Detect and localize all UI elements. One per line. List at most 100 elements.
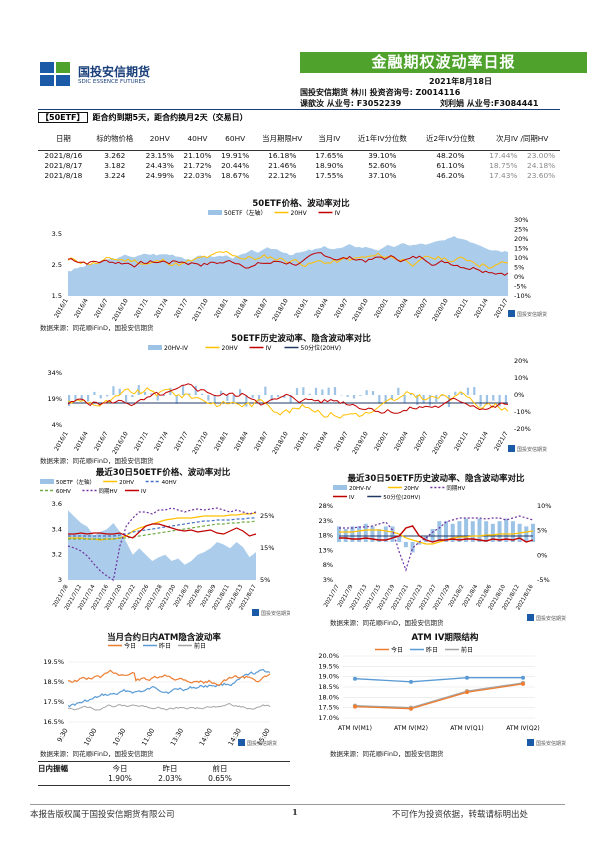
analyst-line-1: 国投安信期货 林川 投资咨询号: Z0014116 — [300, 88, 461, 97]
chart2-diff-bar — [238, 389, 242, 395]
chart1-x-tick: 2020/10 — [431, 297, 450, 322]
chart4-diff-bar — [397, 536, 402, 542]
chart2-y-right: -20% — [514, 425, 531, 433]
section-header: 【50ETF】 距合约到期5天，距合约换月2天（交易日） — [38, 112, 248, 123]
table-header-8: 近2年IV分位数 — [416, 128, 485, 151]
chart4-diff-bar — [464, 518, 469, 542]
chart1-x-tick: 2016/7 — [93, 297, 110, 319]
chart1-x-tick: 2020/4 — [393, 297, 410, 319]
chart2-diff-bar — [371, 391, 375, 395]
chart6-point — [409, 706, 413, 711]
chart2-y-right: 10% — [514, 374, 528, 382]
chart2-diff-bar — [251, 395, 254, 398]
table-cell: 3.262 — [104, 150, 126, 160]
chart4-diff-bar — [484, 521, 489, 542]
chart3-same-hv-line — [67, 507, 257, 581]
chart1-y-right: -10% — [514, 292, 531, 300]
chart6-y: 20.0% — [318, 652, 339, 660]
table-body: 2021/8/16 3.262 23.15% 21.10% 19.91% 16.18% 17… — [38, 150, 560, 180]
chart1-y-left: 3.5 — [52, 230, 62, 238]
chart5-x-tick: 10:00 — [82, 727, 98, 747]
chart1-y-right: 0% — [514, 273, 524, 281]
chart5-legend-label: 今日 — [124, 642, 136, 650]
table-cell: 20.44% — [221, 160, 250, 170]
chart5-x-tick: 11:00 — [140, 727, 156, 747]
chart2-diff-bar — [86, 395, 90, 402]
chart5-x-tick: 9:30 — [55, 727, 69, 744]
chart6-title: ATM IV期限结构 — [411, 633, 479, 643]
chart1-x-tick: 2020/7 — [413, 297, 430, 319]
chart1-x-tick: 2021/4 — [473, 297, 490, 319]
chart6-legend-label: 前日 — [461, 646, 473, 654]
amplitude-divider — [38, 761, 290, 762]
table-header-row: 日期 标的物价格 20HV 40HV 60HV 当月期限HV 当月IV 近1年IV分位数 近2年… — [38, 128, 560, 151]
table-cell: 52.60% — [368, 160, 397, 170]
chart6-x-tick: ATM IV(M1) — [338, 725, 372, 732]
chart2-diff-bar — [416, 395, 419, 405]
chart2-y-left: 34% — [48, 369, 62, 377]
watermark-logo-icon — [527, 739, 534, 746]
chart2-diff-bar — [333, 387, 337, 395]
watermark-text: 国投安信期货 — [517, 311, 547, 318]
chart2-legend-label: IV — [266, 345, 273, 352]
report-date: 2021年8月18日 — [429, 77, 492, 86]
report-banner: 金融期权波动率日报 — [300, 52, 587, 73]
chart2-y-left: 19% — [48, 395, 62, 403]
chart2-diff-bar — [232, 395, 235, 403]
chart2-x-tick: 2017/7 — [173, 430, 190, 452]
table-cell: 23.00% — [527, 150, 556, 160]
table-cell: 24.18% — [527, 160, 556, 170]
chart1-title: 50ETF价格、波动率对比 — [252, 199, 350, 209]
chart6-point — [521, 681, 525, 686]
chart6-y: 17.5% — [318, 704, 339, 712]
chart4-diff-bar — [457, 521, 462, 542]
chart4-diff-bar — [497, 521, 502, 542]
watermark-logo-icon — [508, 445, 515, 452]
chart2-x-tick: 2019/10 — [351, 430, 370, 455]
chart2-diff-bar — [346, 395, 349, 397]
chart2-diff-bar — [460, 392, 463, 395]
table-cell: 3.224 — [104, 170, 126, 180]
chart4-diff-bar — [410, 542, 415, 553]
table-header-1: 标的物价格 — [88, 128, 141, 151]
logo-text-cn: 国投安信期货 — [78, 65, 151, 79]
chart1-x-tick: 2016/10 — [111, 297, 130, 322]
chart5-today-line — [67, 669, 271, 686]
chart5-legend-label: 前日 — [194, 642, 206, 650]
chart3-y-right: 25% — [260, 512, 274, 520]
watermark-logo-icon — [508, 310, 515, 317]
chart2-x-tick: 2017/1 — [133, 430, 150, 452]
chart4-hv20-line — [339, 529, 534, 545]
analyst-line-3: 刘利娟 从业号:F3084441 — [440, 99, 539, 108]
company-logo-icon — [40, 62, 70, 86]
chart3-legend-b-label: 60HV — [56, 489, 71, 495]
chart4-diff-bar — [363, 523, 368, 542]
chart4-diff-bar — [437, 521, 442, 542]
chart4-diff-bar — [390, 526, 395, 542]
chart4-legend-a-label: 20HV — [404, 486, 419, 492]
table-cell: 21.72% — [183, 160, 212, 170]
chart1-legend-label: 20HV — [291, 210, 308, 217]
watermark-text: 国投安信期货 — [247, 740, 277, 747]
chart2-diff-bar — [124, 395, 128, 404]
chart2-diff-bar — [207, 395, 210, 401]
chart6-y: 19.5% — [318, 662, 339, 670]
chart6-y: 19.0% — [318, 673, 339, 681]
table-cell: 3.182 — [104, 160, 126, 170]
chart4-diff-bar — [444, 521, 449, 542]
chart2-diff-bar — [390, 395, 394, 400]
chart1-y-right: 20% — [514, 235, 528, 243]
chart4-y-right: -5% — [537, 576, 550, 584]
chart2-diff-bar — [441, 395, 444, 396]
chart4-y-left: 13% — [319, 546, 333, 554]
chart2-diff-bar — [74, 395, 77, 402]
chart2-diff-bar — [473, 386, 476, 395]
chart2-title: 50ETF历史波动率、隐含波动率对比 — [231, 334, 371, 344]
table-header-6: 当月IV — [310, 128, 349, 151]
chart3-y-left: 3.2 — [52, 551, 62, 559]
footer-disclaimer: 不可作为投资依据，转载请标明出处 — [392, 810, 529, 820]
chart2-diff-bar — [479, 395, 482, 407]
chart2-x-tick: 2018/1 — [213, 430, 230, 452]
chart2-diff-bar — [68, 395, 71, 407]
table-cell: 21.46% — [268, 160, 297, 170]
